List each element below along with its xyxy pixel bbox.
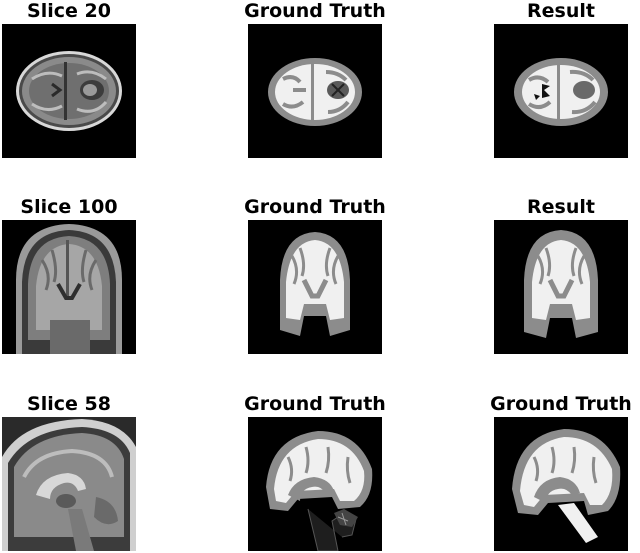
axial-result-segmentation — [494, 24, 628, 158]
coronal-mri-image — [2, 220, 136, 354]
sagittal-ground-truth-segmentation — [248, 417, 382, 551]
panel-title: Ground Truth — [490, 393, 632, 415]
sagittal-mri-image — [2, 417, 136, 551]
panel-title: Slice 58 — [27, 393, 111, 415]
panel-title: Ground Truth — [244, 0, 386, 22]
panel-title: Ground Truth — [244, 393, 386, 415]
panel-title: Ground Truth — [244, 196, 386, 218]
panel-title: Result — [527, 196, 595, 218]
panel-title: Slice 100 — [20, 196, 118, 218]
axial-mri-image — [2, 24, 136, 158]
panel-title: Result — [527, 0, 595, 22]
coronal-result-segmentation — [494, 220, 628, 354]
panel-title: Slice 20 — [27, 0, 111, 22]
axial-ground-truth-segmentation — [248, 24, 382, 158]
coronal-ground-truth-segmentation — [248, 220, 382, 354]
sagittal-ground-truth-segmentation-2 — [494, 417, 628, 551]
